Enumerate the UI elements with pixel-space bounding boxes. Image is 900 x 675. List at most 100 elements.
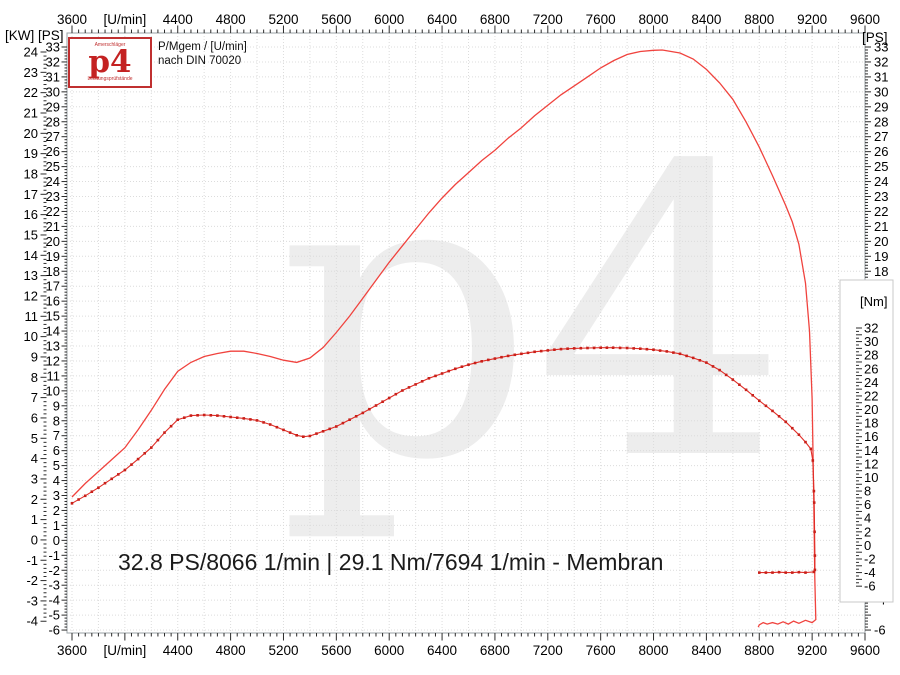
axis-tick-label: 24 xyxy=(874,174,888,189)
axis-tick-label: 2 xyxy=(53,503,60,518)
torque-marker xyxy=(308,434,312,438)
right-ps-axis-unit-label: [PS] xyxy=(862,30,888,45)
axis-tick-label: 21 xyxy=(874,219,888,234)
torque-marker xyxy=(440,372,444,375)
axis-tick-label: 4400 xyxy=(163,643,193,658)
power-curve xyxy=(71,49,817,628)
axis-tick-label: 8 xyxy=(53,413,60,428)
torque-marker xyxy=(731,378,735,381)
axis-tick-label: 33 xyxy=(874,40,888,55)
torque-marker xyxy=(90,490,94,493)
axis-tick-label: 28 xyxy=(864,348,878,363)
torque-marker xyxy=(387,396,391,400)
torque-marker xyxy=(611,346,615,349)
axis-tick-label: 30 xyxy=(874,84,888,99)
axis-tick-label: 7600 xyxy=(586,12,616,27)
torque-marker xyxy=(665,350,669,353)
axis-tick-label: 19 xyxy=(874,249,888,264)
torque-marker xyxy=(183,416,186,419)
axis-tick-label: 30 xyxy=(46,84,60,99)
torque-marker xyxy=(401,389,404,392)
axis-tick-label: 18 xyxy=(46,264,60,279)
torque-marker xyxy=(652,348,655,351)
torque-marker xyxy=(222,415,226,418)
torque-marker xyxy=(216,414,219,417)
torque-marker xyxy=(553,348,556,351)
axis-tick-label: 23 xyxy=(46,189,60,204)
axis-tick-label: 6 xyxy=(864,497,871,512)
torque-marker xyxy=(539,349,543,353)
axis-tick-label: 7 xyxy=(53,428,60,443)
torque-marker xyxy=(262,421,265,424)
axis-tick-label: 24 xyxy=(46,174,60,189)
torque-marker xyxy=(791,571,794,574)
torque-marker xyxy=(632,347,635,350)
axis-tick-label: 4 xyxy=(864,511,871,526)
axis-tick-label: 0 xyxy=(864,538,871,553)
axis-tick-label: 29 xyxy=(874,99,888,114)
torque-marker xyxy=(546,349,550,352)
torque-marker xyxy=(136,457,140,461)
logo-bottom-text: Leistungsprüfstände xyxy=(87,75,133,82)
axis-tick-label: 21 xyxy=(24,105,38,120)
torque-marker xyxy=(618,346,622,350)
torque-marker xyxy=(434,374,437,378)
torque-marker xyxy=(744,388,748,392)
torque-marker xyxy=(771,571,774,574)
axis-tick-label: 9200 xyxy=(797,12,827,27)
axis-tick-label: 13 xyxy=(24,268,38,283)
torque-marker xyxy=(341,421,345,425)
torque-marker xyxy=(282,428,285,432)
axis-tick-label: 32 xyxy=(874,54,888,69)
torque-marker xyxy=(156,438,160,442)
p4-logo: p4 xyxy=(88,44,132,81)
axis-tick-label: 7600 xyxy=(586,643,616,658)
torque-marker xyxy=(500,355,503,359)
torque-marker xyxy=(658,349,662,352)
axis-tick-label: 3600 xyxy=(57,12,87,27)
axis-tick-label: 11 xyxy=(25,309,39,324)
axis-tick-label: 9 xyxy=(31,349,38,364)
chart-header: P/Mgem / [U/min] nach DIN 70020 xyxy=(158,40,247,69)
axis-tick-label: 22 xyxy=(874,204,888,219)
torque-marker xyxy=(705,361,708,364)
peak-results-annotation: 32.8 PS/8066 1/min | 29.1 Nm/7694 1/min … xyxy=(118,549,664,575)
torque-marker xyxy=(724,373,728,377)
torque-marker xyxy=(150,446,153,449)
torque-marker xyxy=(368,407,371,411)
axis-tick-label: -1 xyxy=(26,553,38,568)
torque-marker xyxy=(605,346,609,349)
axis-tick-label: 30 xyxy=(864,334,878,349)
torque-marker xyxy=(777,415,781,418)
axis-tick-label: 29 xyxy=(46,99,60,114)
torque-marker xyxy=(454,367,457,371)
axis-tick-label: 22 xyxy=(46,204,60,219)
axis-tick-label: 16 xyxy=(46,294,60,309)
torque-marker xyxy=(764,404,768,408)
axis-tick-label: 6000 xyxy=(374,12,404,27)
axis-tick-label: [Nm] xyxy=(860,294,887,309)
axis-tick-label: 26 xyxy=(874,144,888,159)
torque-marker xyxy=(751,394,754,397)
axis-tick-label: 8400 xyxy=(691,643,721,658)
axis-tick-label: 8000 xyxy=(639,643,669,658)
axis-tick-label: 9200 xyxy=(797,643,827,658)
axis-tick-label: 4 xyxy=(31,451,38,466)
din-norm-label: nach DIN 70020 xyxy=(158,55,242,68)
torque-marker xyxy=(812,501,816,504)
axis-tick-label: 10 xyxy=(864,470,878,485)
torque-marker xyxy=(804,571,807,574)
torque-marker xyxy=(487,358,490,362)
torque-marker xyxy=(394,392,398,396)
torque-marker xyxy=(586,346,589,350)
axis-tick-label: 15 xyxy=(24,227,38,242)
torque-marker xyxy=(804,440,807,444)
axis-tick-label: 11 xyxy=(47,368,61,383)
axis-tick-label: 8 xyxy=(31,370,38,385)
torque-marker xyxy=(420,380,424,383)
axis-tick-label: 17 xyxy=(46,279,60,294)
axis-tick-label: 6800 xyxy=(480,643,510,658)
torque-marker xyxy=(374,404,378,407)
torque-marker xyxy=(335,425,338,428)
axis-tick-label: 15 xyxy=(46,309,60,324)
